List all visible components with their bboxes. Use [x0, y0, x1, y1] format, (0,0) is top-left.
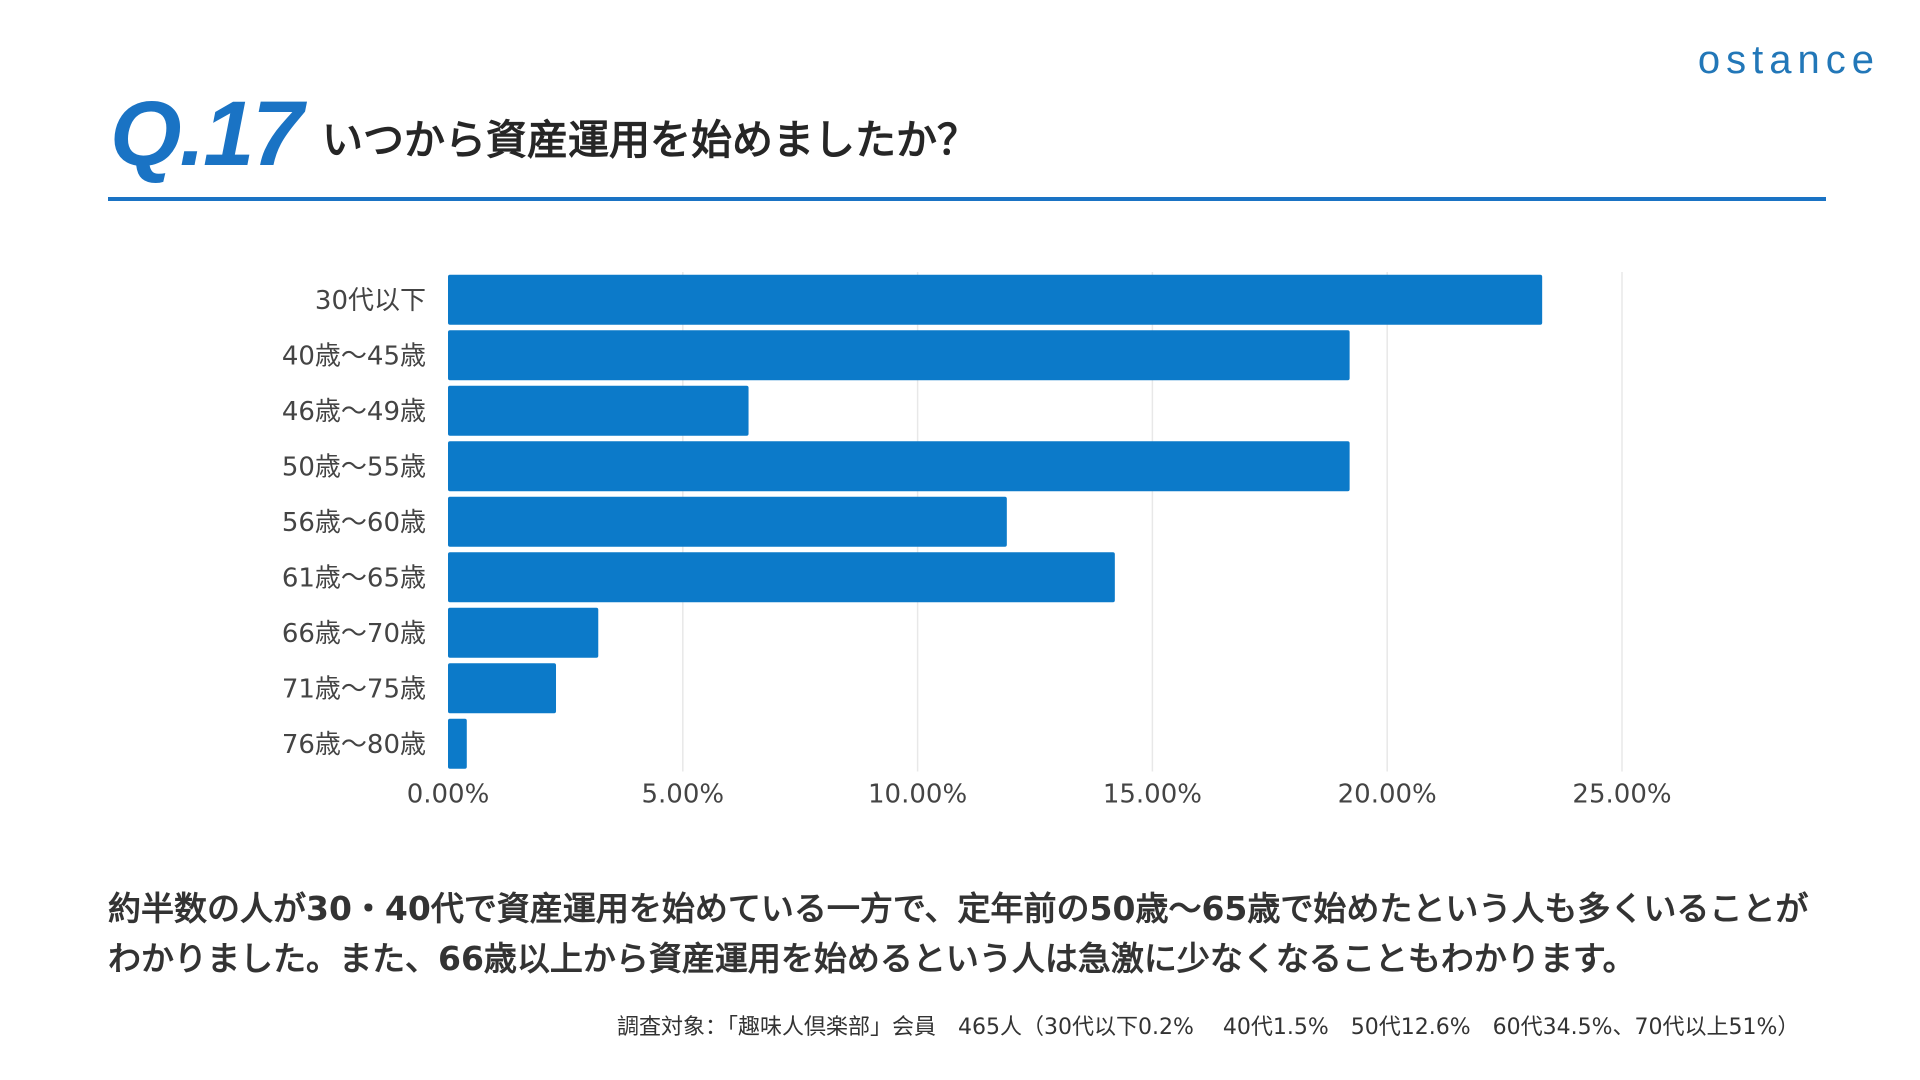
bar	[448, 330, 1350, 381]
category-label: 61歳～65歳	[282, 563, 426, 593]
bar	[448, 385, 749, 436]
bar	[448, 607, 599, 658]
category-label: 30代以下	[315, 286, 426, 316]
bar	[448, 663, 557, 714]
question-title: いつから資産運用を始めましたか？	[322, 116, 978, 164]
x-tick-label: 5.00%	[641, 780, 724, 810]
bar	[448, 441, 1350, 492]
category-label: 71歳～75歳	[282, 674, 426, 704]
summary-text: 約半数の人が30・40代で資産運用を始めている一方で、定年前の50歳～65歳で始…	[108, 889, 1809, 978]
category-label: 50歳～55歳	[282, 452, 426, 482]
category-label: 40歳～45歳	[282, 341, 426, 371]
survey-footnote: 調査対象：「趣味人倶楽部」会員 465人（30代以下0.2% 40代1.5% 5…	[617, 1015, 1800, 1040]
x-tick-labels: 0.00% 5.00% 10.00% 15.00% 20.00% 25.00%	[407, 780, 1672, 810]
x-tick-label: 10.00%	[868, 780, 967, 810]
bar	[448, 274, 1543, 325]
category-label: 46歳～49歳	[282, 397, 426, 427]
bar	[448, 552, 1115, 603]
title-divider	[108, 197, 1826, 201]
category-labels: 30代以下 40歳～45歳 46歳～49歳 50歳～55歳 56歳～60歳 61歳～65歳…	[282, 286, 426, 760]
x-tick-label: 20.00%	[1338, 780, 1437, 810]
bars	[448, 274, 1543, 769]
x-tick-label: 15.00%	[1103, 780, 1202, 810]
bar	[448, 496, 1007, 547]
x-tick-label: 25.00%	[1572, 780, 1671, 810]
category-label: 76歳～80歳	[282, 730, 426, 760]
category-label: 56歳～60歳	[282, 508, 426, 538]
x-tick-label: 0.00%	[407, 780, 490, 810]
question-number: Q.17	[110, 83, 303, 185]
category-label: 66歳～70歳	[282, 619, 426, 649]
bar-chart: 30代以下 40歳～45歳 46歳～49歳 50歳～55歳 56歳～60歳 61歳～65歳…	[282, 272, 1672, 810]
bar	[448, 718, 467, 769]
brand-logo: ostance	[1697, 38, 1880, 82]
